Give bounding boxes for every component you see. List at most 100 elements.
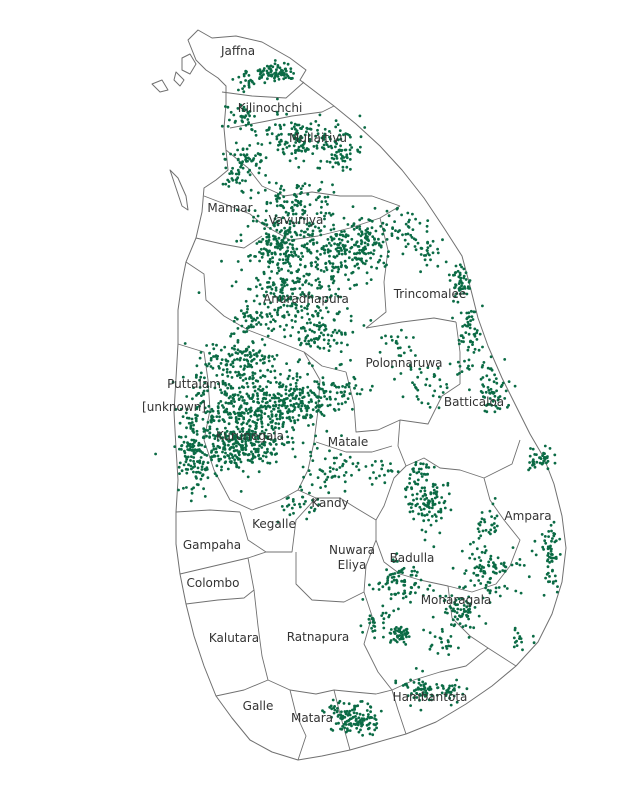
occurrence-point xyxy=(289,387,293,391)
occurrence-point xyxy=(425,505,429,508)
occurrence-point xyxy=(225,370,229,374)
occurrence-point xyxy=(394,229,397,233)
occurrence-point xyxy=(363,241,367,245)
occurrence-point xyxy=(426,472,429,476)
occurrence-point xyxy=(297,255,300,258)
occurrence-point xyxy=(266,423,270,427)
occurrence-point xyxy=(468,604,472,608)
occurrence-point xyxy=(361,713,365,717)
occurrence-point xyxy=(283,284,286,288)
occurrence-point xyxy=(223,345,227,349)
occurrence-point xyxy=(377,242,381,245)
occurrence-point xyxy=(457,597,461,601)
occurrence-point xyxy=(458,263,462,267)
occurrence-point xyxy=(318,195,321,198)
occurrence-point xyxy=(269,243,273,247)
occurrence-point xyxy=(333,242,336,246)
occurrence-point xyxy=(469,542,472,546)
occurrence-point xyxy=(463,572,467,575)
occurrence-point xyxy=(248,110,252,113)
occurrence-point xyxy=(301,389,304,393)
occurrence-point xyxy=(504,565,508,569)
occurrence-point xyxy=(245,392,249,396)
occurrence-point xyxy=(257,350,261,354)
occurrence-point xyxy=(305,321,309,325)
occurrence-point xyxy=(487,564,491,568)
occurrence-point xyxy=(444,607,448,611)
occurrence-point xyxy=(440,516,443,520)
occurrence-point xyxy=(289,304,292,308)
occurrence-point xyxy=(441,646,445,650)
occurrence-point xyxy=(414,482,417,486)
occurrence-point xyxy=(244,123,248,127)
occurrence-point xyxy=(303,149,307,152)
occurrence-point xyxy=(533,465,537,469)
occurrence-point xyxy=(481,575,485,578)
occurrence-point xyxy=(551,568,554,572)
occurrence-point xyxy=(192,423,196,427)
occurrence-point xyxy=(219,348,223,352)
occurrence-point xyxy=(189,464,193,468)
occurrence-point xyxy=(296,360,300,364)
occurrence-point xyxy=(264,401,268,405)
occurrence-point xyxy=(421,691,425,695)
occurrence-point xyxy=(480,565,484,568)
occurrence-point xyxy=(309,413,312,417)
occurrence-point xyxy=(335,150,338,154)
occurrence-point xyxy=(313,340,316,344)
occurrence-point xyxy=(282,261,285,265)
occurrence-point xyxy=(348,722,352,726)
occurrence-point xyxy=(271,260,275,264)
occurrence-point xyxy=(274,422,278,425)
occurrence-point xyxy=(321,376,325,380)
occurrence-point xyxy=(428,244,432,248)
occurrence-point xyxy=(296,131,300,135)
occurrence-point xyxy=(492,380,496,384)
occurrence-point xyxy=(261,361,265,365)
occurrence-point xyxy=(550,529,553,533)
occurrence-point xyxy=(243,314,247,318)
occurrence-point xyxy=(228,457,232,460)
occurrence-point xyxy=(237,386,241,390)
occurrence-point xyxy=(443,611,447,614)
occurrence-point xyxy=(479,569,483,573)
occurrence-point xyxy=(233,458,237,462)
occurrence-point xyxy=(397,574,401,578)
occurrence-point xyxy=(331,467,335,471)
occurrence-point xyxy=(286,255,290,259)
occurrence-point xyxy=(515,644,519,647)
occurrence-point xyxy=(333,328,337,332)
occurrence-point xyxy=(273,319,277,323)
occurrence-point xyxy=(358,712,362,716)
occurrence-point xyxy=(183,451,187,455)
occurrence-point xyxy=(281,315,284,318)
occurrence-point xyxy=(281,416,284,420)
occurrence-point xyxy=(273,369,277,373)
occurrence-point xyxy=(345,383,349,387)
occurrence-point xyxy=(199,401,203,405)
occurrence-point xyxy=(244,440,248,443)
occurrence-point xyxy=(288,242,292,246)
occurrence-point xyxy=(417,512,420,516)
occurrence-point xyxy=(542,451,545,455)
occurrence-point xyxy=(441,630,444,633)
occurrence-point xyxy=(326,250,330,254)
occurrence-point xyxy=(305,413,309,417)
occurrence-point xyxy=(367,617,371,621)
occurrence-point xyxy=(301,291,304,294)
occurrence-point xyxy=(459,280,462,284)
occurrence-point xyxy=(331,330,335,334)
district-label-colombo: Colombo xyxy=(186,576,239,590)
occurrence-point xyxy=(254,447,258,451)
occurrence-point xyxy=(395,552,399,555)
occurrence-point xyxy=(186,468,190,471)
occurrence-point xyxy=(444,645,448,648)
occurrence-point xyxy=(428,647,432,651)
occurrence-point xyxy=(274,181,278,185)
occurrence-point xyxy=(307,148,310,151)
occurrence-point xyxy=(265,223,269,227)
occurrence-point xyxy=(285,323,288,327)
occurrence-point xyxy=(466,320,470,324)
occurrence-point xyxy=(257,321,261,324)
occurrence-point xyxy=(224,401,228,405)
